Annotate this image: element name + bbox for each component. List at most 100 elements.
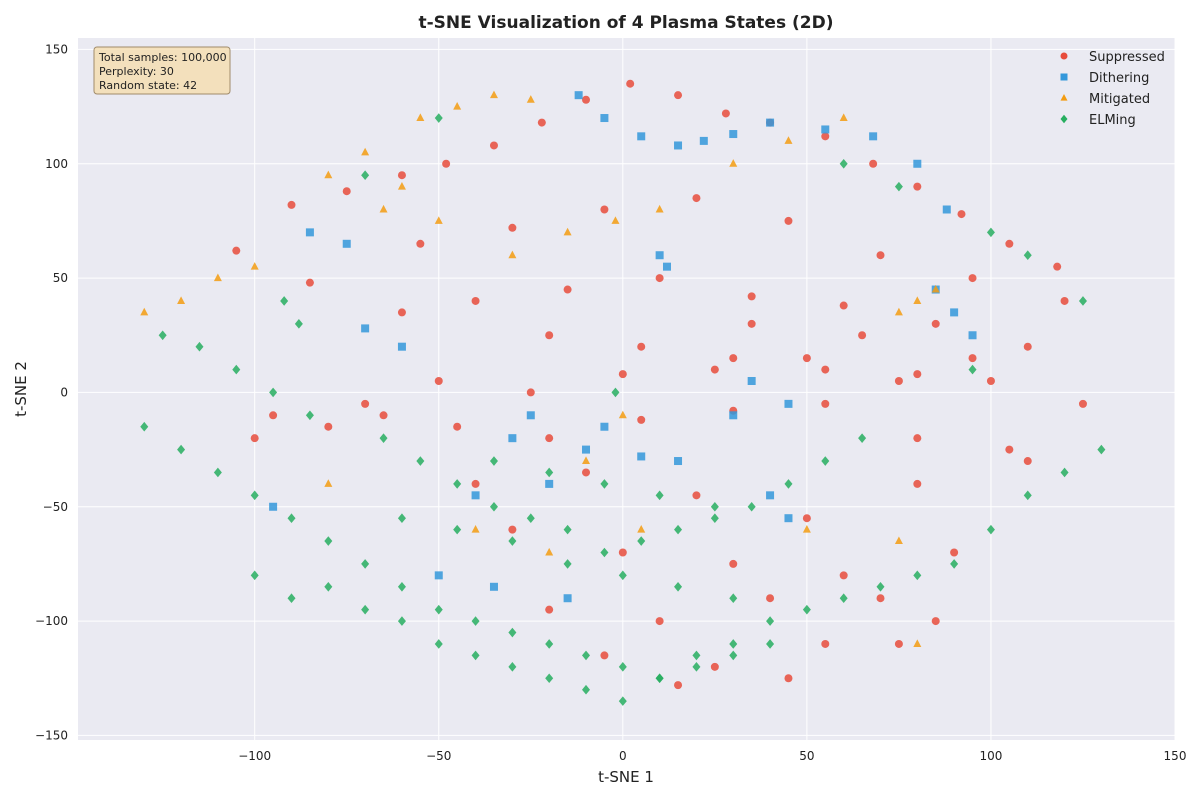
point-mitigated xyxy=(140,307,149,316)
point-dithering xyxy=(968,331,977,340)
point-suppressed xyxy=(729,354,738,363)
point-elming xyxy=(1078,296,1087,306)
point-elming xyxy=(600,479,609,489)
point-elming xyxy=(618,696,627,706)
point-dithering xyxy=(655,251,664,260)
point-dithering xyxy=(600,114,609,123)
point-suppressed xyxy=(250,434,259,443)
point-elming xyxy=(250,490,259,501)
point-suppressed xyxy=(821,365,830,374)
point-dithering xyxy=(545,479,554,488)
point-dithering xyxy=(747,376,756,385)
point-dithering xyxy=(489,582,498,591)
point-dithering xyxy=(508,434,517,443)
point-suppressed xyxy=(766,594,775,603)
point-elming xyxy=(269,387,278,398)
point-suppressed xyxy=(305,278,314,287)
y-tick-label: −50 xyxy=(43,500,68,514)
point-suppressed xyxy=(361,399,370,408)
point-elming xyxy=(434,639,443,649)
point-elming xyxy=(1060,467,1069,478)
point-suppressed xyxy=(1005,445,1014,454)
point-elming xyxy=(280,296,289,306)
point-mitigated xyxy=(913,639,922,647)
y-tick-label: 50 xyxy=(53,271,68,285)
y-axis-label: t-SNE 2 xyxy=(12,361,30,417)
point-elming xyxy=(674,581,683,592)
point-elming xyxy=(250,570,259,581)
point-suppressed xyxy=(729,559,738,568)
point-mitigated xyxy=(637,525,646,533)
grid-lines xyxy=(78,38,1176,740)
point-mitigated xyxy=(784,136,793,144)
point-elming xyxy=(582,650,591,661)
point-suppressed xyxy=(931,617,940,626)
legend-marker-elming xyxy=(1060,114,1068,124)
point-mitigated xyxy=(213,273,222,282)
point-elming xyxy=(140,421,149,432)
chart-title: t-SNE Visualization of 4 Plasma States (… xyxy=(419,13,834,33)
series-elming xyxy=(140,113,1106,706)
point-dithering xyxy=(434,571,443,580)
point-mitigated xyxy=(545,547,554,556)
series-mitigated xyxy=(140,90,940,647)
point-dithering xyxy=(869,132,878,141)
data-points xyxy=(140,79,1106,706)
point-suppressed xyxy=(858,331,867,340)
point-suppressed xyxy=(232,246,241,255)
point-suppressed xyxy=(1023,342,1032,351)
x-tick-label: 150 xyxy=(1164,749,1187,763)
point-elming xyxy=(1097,444,1106,455)
point-dithering xyxy=(950,308,959,317)
point-suppressed xyxy=(453,422,462,431)
point-suppressed xyxy=(894,376,903,385)
point-suppressed xyxy=(957,210,966,219)
legend: Suppressed Dithering Mitigated ELMing xyxy=(1060,50,1165,128)
point-elming xyxy=(766,639,775,649)
y-tick-label: 0 xyxy=(60,385,68,399)
point-elming xyxy=(397,513,406,523)
point-suppressed xyxy=(508,525,517,534)
point-suppressed xyxy=(674,91,683,100)
x-tick-label: 100 xyxy=(979,749,1002,763)
point-suppressed xyxy=(637,415,646,424)
point-suppressed xyxy=(545,331,554,340)
point-elming xyxy=(655,490,664,501)
annotation-line-3: Random state: 42 xyxy=(99,79,197,92)
point-elming xyxy=(287,593,296,604)
legend-label-suppressed: Suppressed xyxy=(1089,50,1165,65)
point-suppressed xyxy=(600,651,609,660)
point-elming xyxy=(655,673,664,684)
point-elming xyxy=(324,581,333,592)
point-mitigated xyxy=(324,479,333,487)
point-suppressed xyxy=(563,285,572,294)
point-elming xyxy=(434,604,443,615)
point-elming xyxy=(637,536,646,546)
point-elming xyxy=(361,559,370,569)
point-elming xyxy=(710,501,719,512)
legend-label-elming: ELMing xyxy=(1089,113,1136,128)
point-suppressed xyxy=(802,514,811,523)
point-mitigated xyxy=(250,262,259,270)
point-elming xyxy=(545,639,554,649)
point-suppressed xyxy=(839,571,848,580)
point-elming xyxy=(195,341,204,352)
point-mitigated xyxy=(582,456,591,465)
point-suppressed xyxy=(674,681,683,690)
point-elming xyxy=(729,639,738,649)
point-dithering xyxy=(582,445,591,454)
point-suppressed xyxy=(1053,262,1062,271)
annotation-line-2: Perplexity: 30 xyxy=(99,65,174,78)
point-dithering xyxy=(913,159,922,168)
point-dithering xyxy=(729,130,738,139)
point-dithering xyxy=(305,228,314,237)
point-suppressed xyxy=(582,468,591,477)
point-suppressed xyxy=(913,434,922,443)
point-elming xyxy=(508,536,517,546)
point-suppressed xyxy=(710,662,719,671)
x-tick-label: 50 xyxy=(799,749,814,763)
point-dithering xyxy=(637,452,646,461)
point-elming xyxy=(508,627,517,638)
point-elming xyxy=(294,319,303,329)
point-suppressed xyxy=(876,594,885,603)
